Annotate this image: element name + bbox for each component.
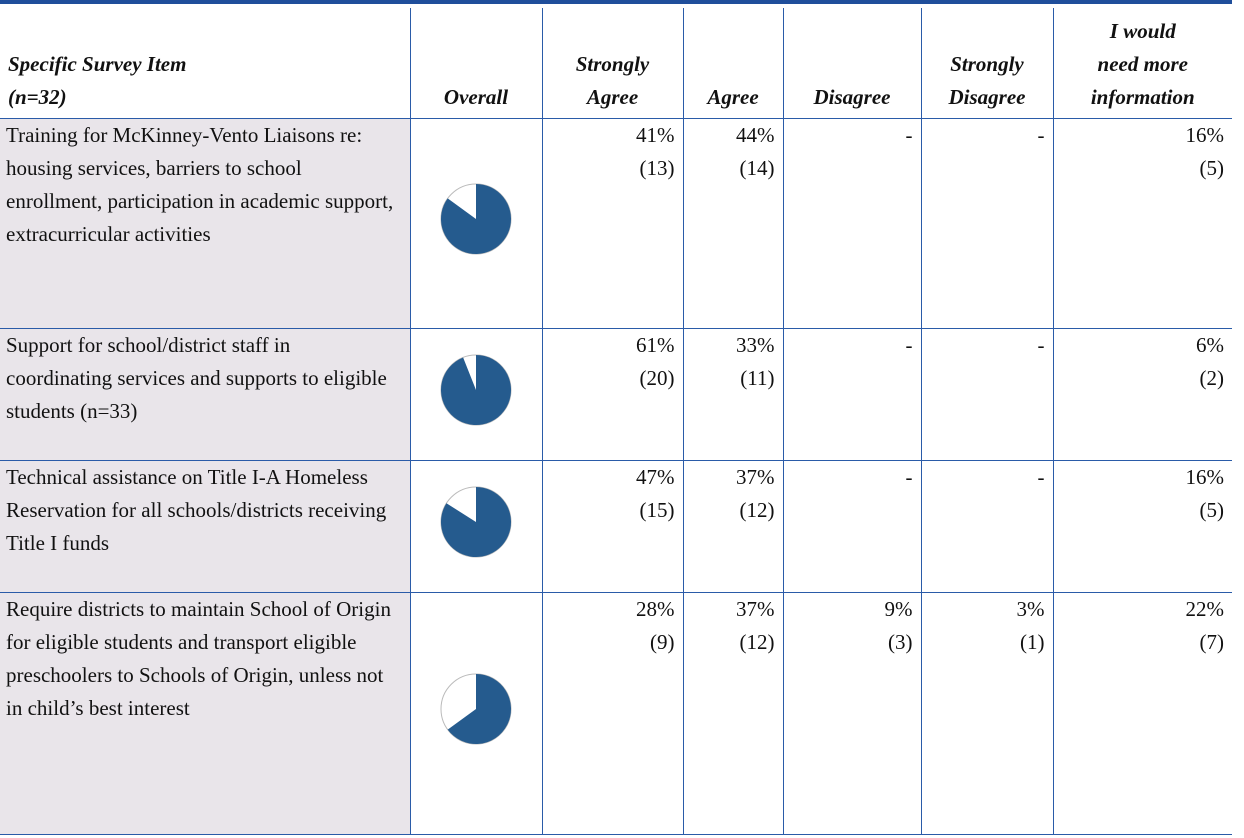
- value-text: (9): [650, 630, 675, 654]
- table-row: Support for school/district staff in coo…: [0, 328, 1232, 461]
- header-text: Overall: [443, 85, 509, 109]
- value-text: (3): [888, 630, 913, 654]
- value-text: -: [1037, 333, 1045, 357]
- pie-slice: [441, 354, 511, 425]
- value-cell: 37% (12): [682, 460, 783, 593]
- value-cell: 33% (11): [682, 328, 783, 461]
- value-text: -: [905, 333, 913, 357]
- value-text: (5): [1199, 498, 1225, 522]
- value-text: (12): [739, 498, 775, 522]
- value-text: 37%: [736, 465, 775, 489]
- header-row: Specific Survey Item (n=32) Overall Strongl…: [0, 8, 1232, 119]
- survey-item: Require districts to maintain School of …: [0, 592, 410, 835]
- header-cell: Specific Survey Item (n=32): [0, 8, 410, 119]
- overall-pie: [440, 486, 512, 557]
- header-text: I would: [1109, 19, 1176, 43]
- value-text: -: [905, 123, 913, 147]
- overall-pie: [440, 183, 512, 254]
- header-cell: Strongly Disagree: [920, 8, 1053, 119]
- header-text: Strongly: [575, 52, 650, 76]
- value-text: -: [1037, 123, 1045, 147]
- value-text: (1): [1020, 630, 1045, 654]
- overall-cell: [409, 118, 542, 329]
- survey-item: Technical assistance on Title I-A Homele…: [0, 460, 410, 593]
- value-cell: -: [920, 328, 1053, 461]
- pie-slice: [441, 183, 511, 254]
- value-cell: -: [920, 118, 1053, 329]
- header-cell: Disagree: [782, 8, 921, 119]
- value-cell: 22% (7): [1052, 592, 1232, 835]
- overall-cell: [409, 328, 542, 461]
- value-cell: 61% (20): [541, 328, 683, 461]
- header-text: Strongly: [950, 52, 1024, 76]
- value-cell: 16% (5): [1052, 460, 1232, 593]
- header-text: (n=32): [8, 85, 67, 109]
- value-text: (13): [639, 156, 675, 180]
- value-text: 37%: [736, 597, 775, 621]
- table-row: Require districts to maintain School of …: [0, 592, 1232, 835]
- value-text: 22%: [1185, 597, 1225, 621]
- value-cell: -: [782, 118, 921, 329]
- value-text: 9%: [884, 597, 913, 621]
- value-text: 16%: [1185, 123, 1225, 147]
- value-cell: 37% (12): [682, 592, 783, 835]
- value-text: (15): [639, 498, 675, 522]
- value-text: -: [905, 465, 913, 489]
- header-text: need more: [1097, 52, 1188, 76]
- overall-cell: [409, 592, 542, 835]
- value-cell: -: [782, 460, 921, 593]
- value-text: 28%: [636, 597, 675, 621]
- value-cell: 44% (14): [682, 118, 783, 329]
- value-cell: 9% (3): [782, 592, 921, 835]
- value-text: 41%: [636, 123, 675, 147]
- overall-pie: [440, 673, 512, 744]
- pie-slice: [447, 673, 511, 744]
- value-text: 6%: [1196, 333, 1224, 357]
- value-text: 33%: [736, 333, 775, 357]
- value-text: 61%: [636, 333, 675, 357]
- value-text: 3%: [1016, 597, 1045, 621]
- overall-pie: [440, 354, 512, 425]
- header-cell: Strongly Agree: [541, 8, 683, 119]
- value-text: (5): [1199, 156, 1225, 180]
- header-text: information: [1090, 85, 1195, 109]
- value-text: 16%: [1185, 465, 1225, 489]
- value-text: -: [1037, 465, 1045, 489]
- survey-table: Specific Survey Item (n=32) Overall Strongl…: [0, 8, 1232, 835]
- overall-cell: [409, 460, 542, 593]
- value-cell: 16% (5): [1052, 118, 1232, 329]
- value-text: 44%: [736, 123, 775, 147]
- value-cell: -: [920, 460, 1053, 593]
- value-cell: 47% (15): [541, 460, 683, 593]
- header-text: Agree: [707, 85, 759, 109]
- header-text: Specific Survey Item: [8, 52, 187, 76]
- value-text: (2): [1199, 366, 1225, 390]
- value-text: (20): [639, 366, 675, 390]
- pie-slice: [441, 486, 511, 557]
- table-row: Technical assistance on Title I-A Homele…: [0, 460, 1232, 593]
- value-cell: 6% (2): [1052, 328, 1232, 461]
- value-text: 47%: [636, 465, 675, 489]
- value-text: (14): [739, 156, 775, 180]
- table-row: Training for McKinney-Vento Liaisons re:…: [0, 118, 1232, 329]
- value-text: (11): [740, 366, 775, 390]
- value-cell: -: [782, 328, 921, 461]
- header-text: Disagree: [813, 85, 891, 109]
- header-text: Disagree: [948, 85, 1026, 109]
- value-text: (12): [739, 630, 775, 654]
- value-cell: 3% (1): [920, 592, 1053, 835]
- header-cell: Agree: [682, 8, 783, 119]
- value-text: (7): [1199, 630, 1225, 654]
- header-text: Agree: [586, 85, 639, 109]
- header-cell: I would need more information: [1052, 8, 1232, 119]
- survey-item: Training for McKinney-Vento Liaisons re:…: [0, 118, 410, 329]
- value-cell: 41% (13): [541, 118, 683, 329]
- header-cell: Overall: [409, 8, 542, 119]
- survey-item: Support for school/district staff in coo…: [0, 328, 410, 461]
- value-cell: 28% (9): [541, 592, 683, 835]
